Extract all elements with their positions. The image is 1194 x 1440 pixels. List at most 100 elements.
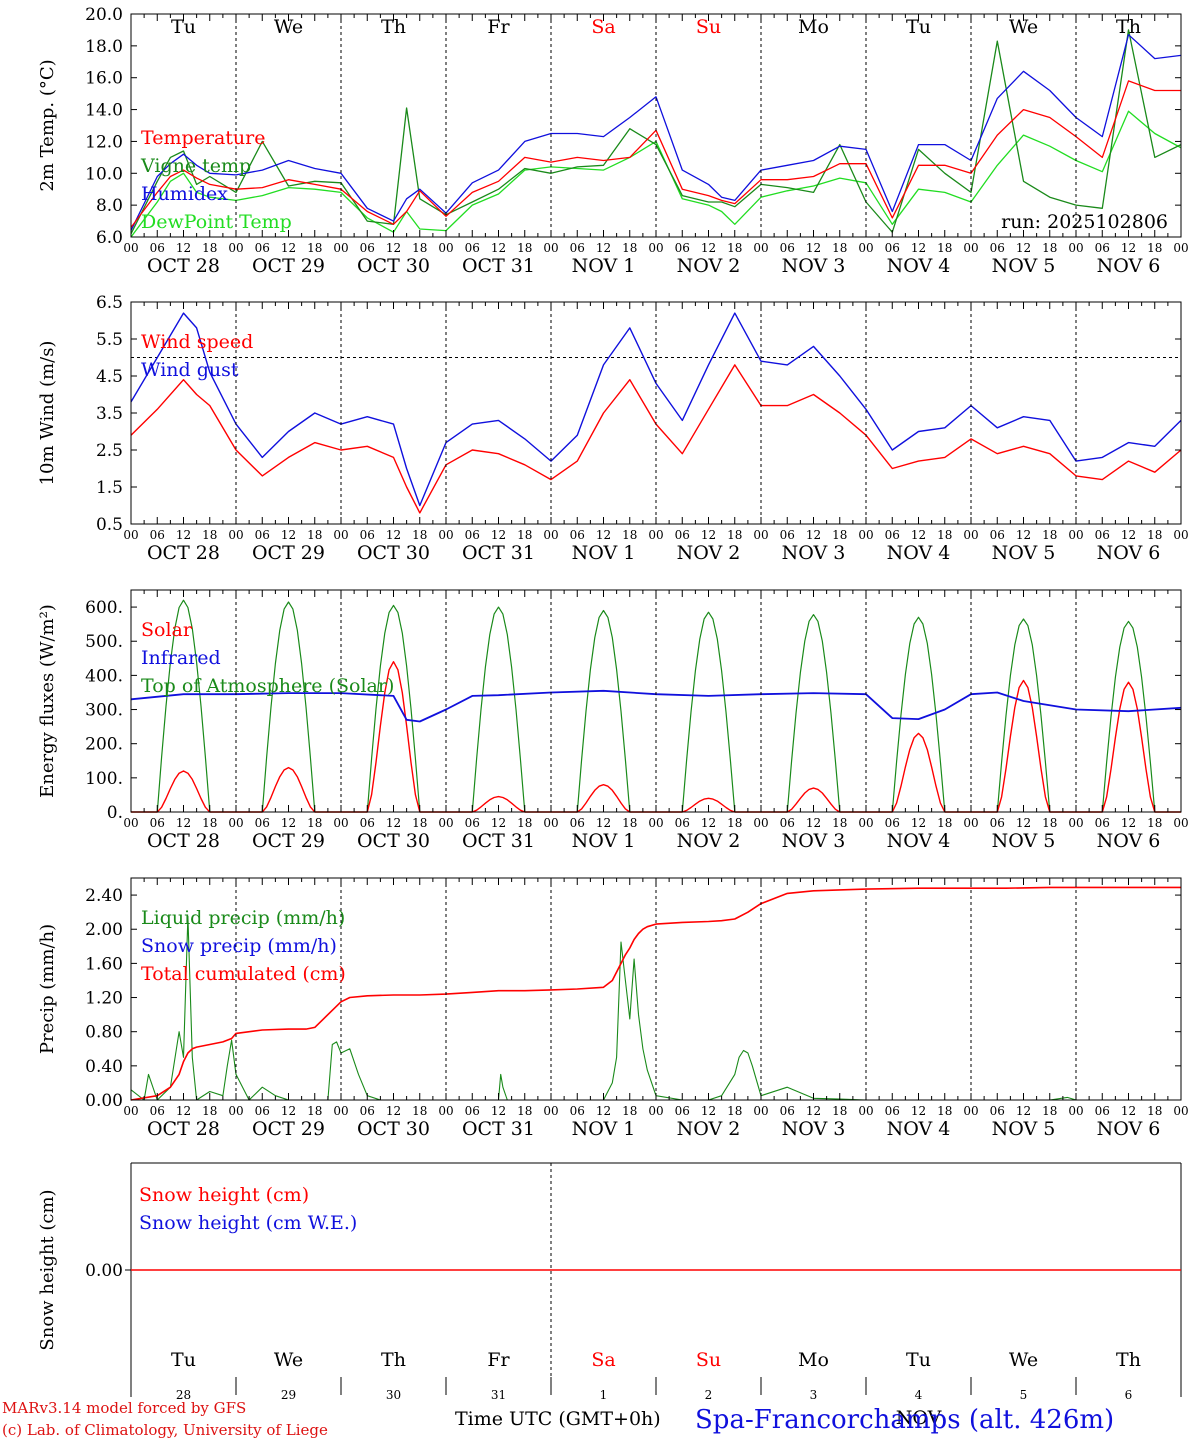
y-tick-label: 200.	[85, 735, 123, 755]
series-line-red	[130, 364, 1182, 514]
hour-tick-label: 12	[806, 1104, 821, 1118]
hour-tick-label: 06	[675, 241, 690, 255]
date-label: OCT 28	[147, 1118, 220, 1140]
date-label: OCT 28	[147, 255, 220, 277]
y-tick-label: 6.5	[96, 293, 123, 313]
hour-tick-label: 12	[281, 1104, 296, 1118]
hour-tick-label: 00	[333, 528, 348, 542]
hour-tick-label: 00	[963, 816, 978, 830]
date-label: NOV 2	[677, 1118, 741, 1140]
legend-entry: Liquid precip (mm/h)	[141, 907, 345, 929]
weekday-label: Tu	[906, 16, 931, 38]
bottom-date-label: 28	[176, 1388, 191, 1402]
weekday-label: Tu	[171, 16, 196, 38]
hour-tick-label: 18	[727, 241, 742, 255]
hour-tick-label: 06	[1095, 816, 1110, 830]
date-label: NOV 4	[887, 255, 951, 277]
hour-tick-label: 00	[1068, 1104, 1083, 1118]
weekday-label: Fr	[487, 1349, 510, 1371]
y-tick-label: 0.80	[85, 1023, 123, 1043]
hour-tick-label: 18	[727, 1104, 742, 1118]
hour-tick-label: 12	[1016, 1104, 1031, 1118]
hour-tick-label: 12	[281, 528, 296, 542]
hour-tick-label: 18	[937, 816, 952, 830]
hour-tick-label: 18	[832, 241, 847, 255]
series-line-blue	[130, 312, 1182, 507]
hour-tick-label: 12	[911, 816, 926, 830]
date-label: NOV 4	[887, 830, 951, 852]
hour-tick-label: 12	[491, 816, 506, 830]
date-label: OCT 28	[147, 830, 220, 852]
hour-tick-label: 06	[885, 528, 900, 542]
legend-entry: Infrared	[141, 647, 221, 669]
series-line-0	[131, 80, 1181, 228]
hour-tick-label: 06	[675, 816, 690, 830]
hour-tick-label: 06	[885, 1104, 900, 1118]
date-label: NOV 1	[572, 255, 636, 277]
legend-entry: Total cumulated (cm)	[141, 963, 346, 985]
hour-tick-label: 00	[648, 241, 663, 255]
hour-tick-label: 18	[307, 241, 322, 255]
footer: MARv3.14 model forced by GFS (c) Lab. of…	[2, 1399, 1114, 1439]
weekday-label: Th	[1116, 1349, 1141, 1371]
hour-tick-label: 06	[465, 241, 480, 255]
date-label: NOV 2	[677, 830, 741, 852]
y-tick-label: 2.00	[85, 920, 123, 940]
series-line-1	[131, 29, 1181, 235]
hour-tick-label: 00	[858, 1104, 873, 1118]
y-axis-label: Precip (mm/h)	[37, 924, 58, 1054]
hour-tick-label: 00	[438, 528, 453, 542]
month-label: NOV	[896, 1407, 942, 1429]
y-tick-label: 5.5	[96, 330, 123, 350]
hour-tick-label: 12	[806, 816, 821, 830]
hour-tick-label: 06	[360, 241, 375, 255]
hour-tick-label: 12	[386, 528, 401, 542]
bottom-date-label: 3	[810, 1388, 818, 1402]
hour-tick-label: 12	[491, 241, 506, 255]
hour-tick-label: 06	[255, 528, 270, 542]
hour-tick-label: 00	[1173, 1104, 1188, 1118]
hour-tick-label: 18	[412, 1104, 427, 1118]
weekday-label: Mo	[798, 1349, 829, 1371]
date-label: OCT 29	[252, 1118, 325, 1140]
hour-tick-label: 12	[491, 1104, 506, 1118]
hour-tick-label: 18	[727, 528, 742, 542]
hour-tick-label: 06	[465, 528, 480, 542]
hour-tick-label: 12	[701, 816, 716, 830]
hour-tick-label: 12	[491, 528, 506, 542]
hour-tick-label: 12	[596, 241, 611, 255]
hour-tick-label: 18	[517, 1104, 532, 1118]
hour-tick-label: 06	[675, 528, 690, 542]
hour-tick-label: 06	[990, 528, 1005, 542]
hour-tick-label: 18	[937, 528, 952, 542]
hour-tick-label: 00	[123, 241, 138, 255]
y-tick-label: 300.	[85, 701, 123, 721]
hour-tick-label: 12	[176, 241, 191, 255]
hour-tick-label: 18	[307, 1104, 322, 1118]
hour-tick-label: 18	[202, 528, 217, 542]
hour-tick-label: 12	[701, 241, 716, 255]
y-tick-label: 1.20	[85, 989, 123, 1009]
date-label: NOV 3	[782, 1118, 846, 1140]
hour-tick-label: 12	[281, 816, 296, 830]
date-label: OCT 31	[462, 255, 535, 277]
y-tick-label: 10.0	[85, 164, 123, 184]
hour-tick-label: 12	[596, 1104, 611, 1118]
hour-tick-label: 12	[281, 241, 296, 255]
y-tick-label: 500.	[85, 632, 123, 652]
hour-tick-label: 06	[570, 1104, 585, 1118]
hour-tick-label: 12	[701, 1104, 716, 1118]
legend-entry: Wind speed	[141, 331, 253, 353]
hour-tick-label: 00	[753, 816, 768, 830]
date-label: NOV 2	[677, 255, 741, 277]
hour-tick-label: 00	[438, 1104, 453, 1118]
date-label: OCT 29	[252, 542, 325, 564]
date-label: NOV 4	[887, 1118, 951, 1140]
hour-tick-label: 18	[622, 241, 637, 255]
date-label: NOV 5	[992, 542, 1056, 564]
legend-entry: Wind gust	[141, 359, 239, 381]
hour-tick-label: 12	[701, 528, 716, 542]
date-label: NOV 6	[1097, 542, 1161, 564]
